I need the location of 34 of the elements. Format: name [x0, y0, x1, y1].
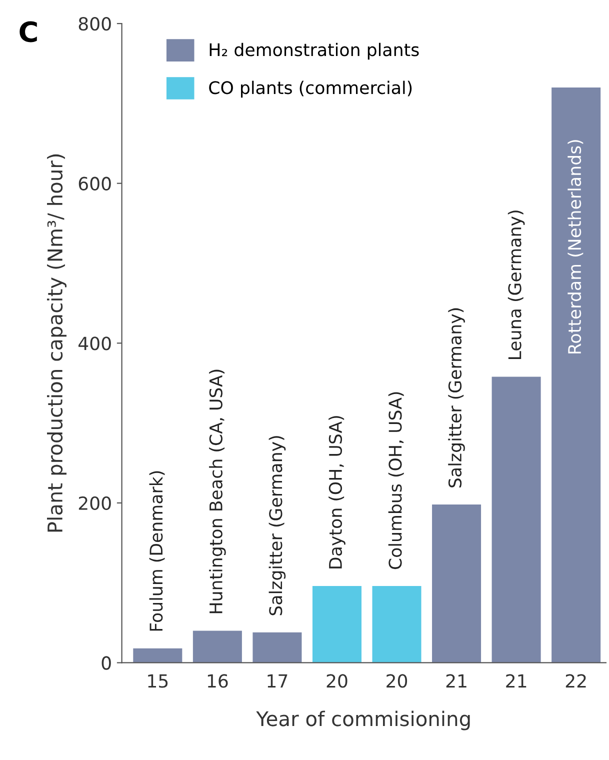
x-axis-title: Year of commisioning — [256, 710, 470, 730]
x-tick-label: 15 — [148, 674, 168, 688]
annotation: Rotterdam (Netherlands) — [568, 140, 584, 354]
bar — [372, 586, 422, 663]
x-tick-label: 21 — [446, 674, 466, 688]
y-tick-label: 0 — [102, 656, 111, 670]
x-tick-label: 17 — [268, 674, 288, 688]
x-tick-label: 20 — [326, 674, 348, 688]
bar — [552, 87, 601, 663]
annotation: Foulum (Denmark) — [149, 471, 165, 631]
x-tick-label: 21 — [506, 674, 526, 688]
y-axis-title: Plant production capacity (Nm³/ hour) — [47, 154, 67, 532]
bar — [492, 376, 541, 663]
y-tick-label: 800 — [78, 17, 111, 31]
y-tick-label: 600 — [78, 176, 111, 190]
annotation: Columbus (OH, USA) — [388, 392, 404, 570]
annotation: Salzgitter (Germany) — [448, 308, 465, 488]
bar — [432, 504, 482, 663]
annotation: Salzgitter (Germany) — [268, 436, 286, 616]
y-tick-label: 200 — [78, 496, 111, 510]
bar — [192, 630, 242, 663]
annotation: Dayton (OH, USA) — [328, 416, 346, 568]
y-tick-label: 400 — [78, 336, 111, 350]
bar — [252, 632, 302, 663]
annotation: Leuna (Germany) — [508, 210, 525, 360]
legend-label: CO plants (commercial) — [209, 80, 412, 98]
x-tick-label: 22 — [566, 674, 586, 688]
chart-title: C — [20, 21, 37, 42]
bar — [133, 648, 182, 663]
annotation: Huntington Beach (CA, USA) — [209, 370, 226, 614]
x-tick-label: 16 — [208, 674, 228, 688]
x-tick-label: 20 — [386, 674, 408, 688]
bar — [312, 586, 362, 663]
legend-label: H₂ demonstration plants — [210, 42, 419, 60]
